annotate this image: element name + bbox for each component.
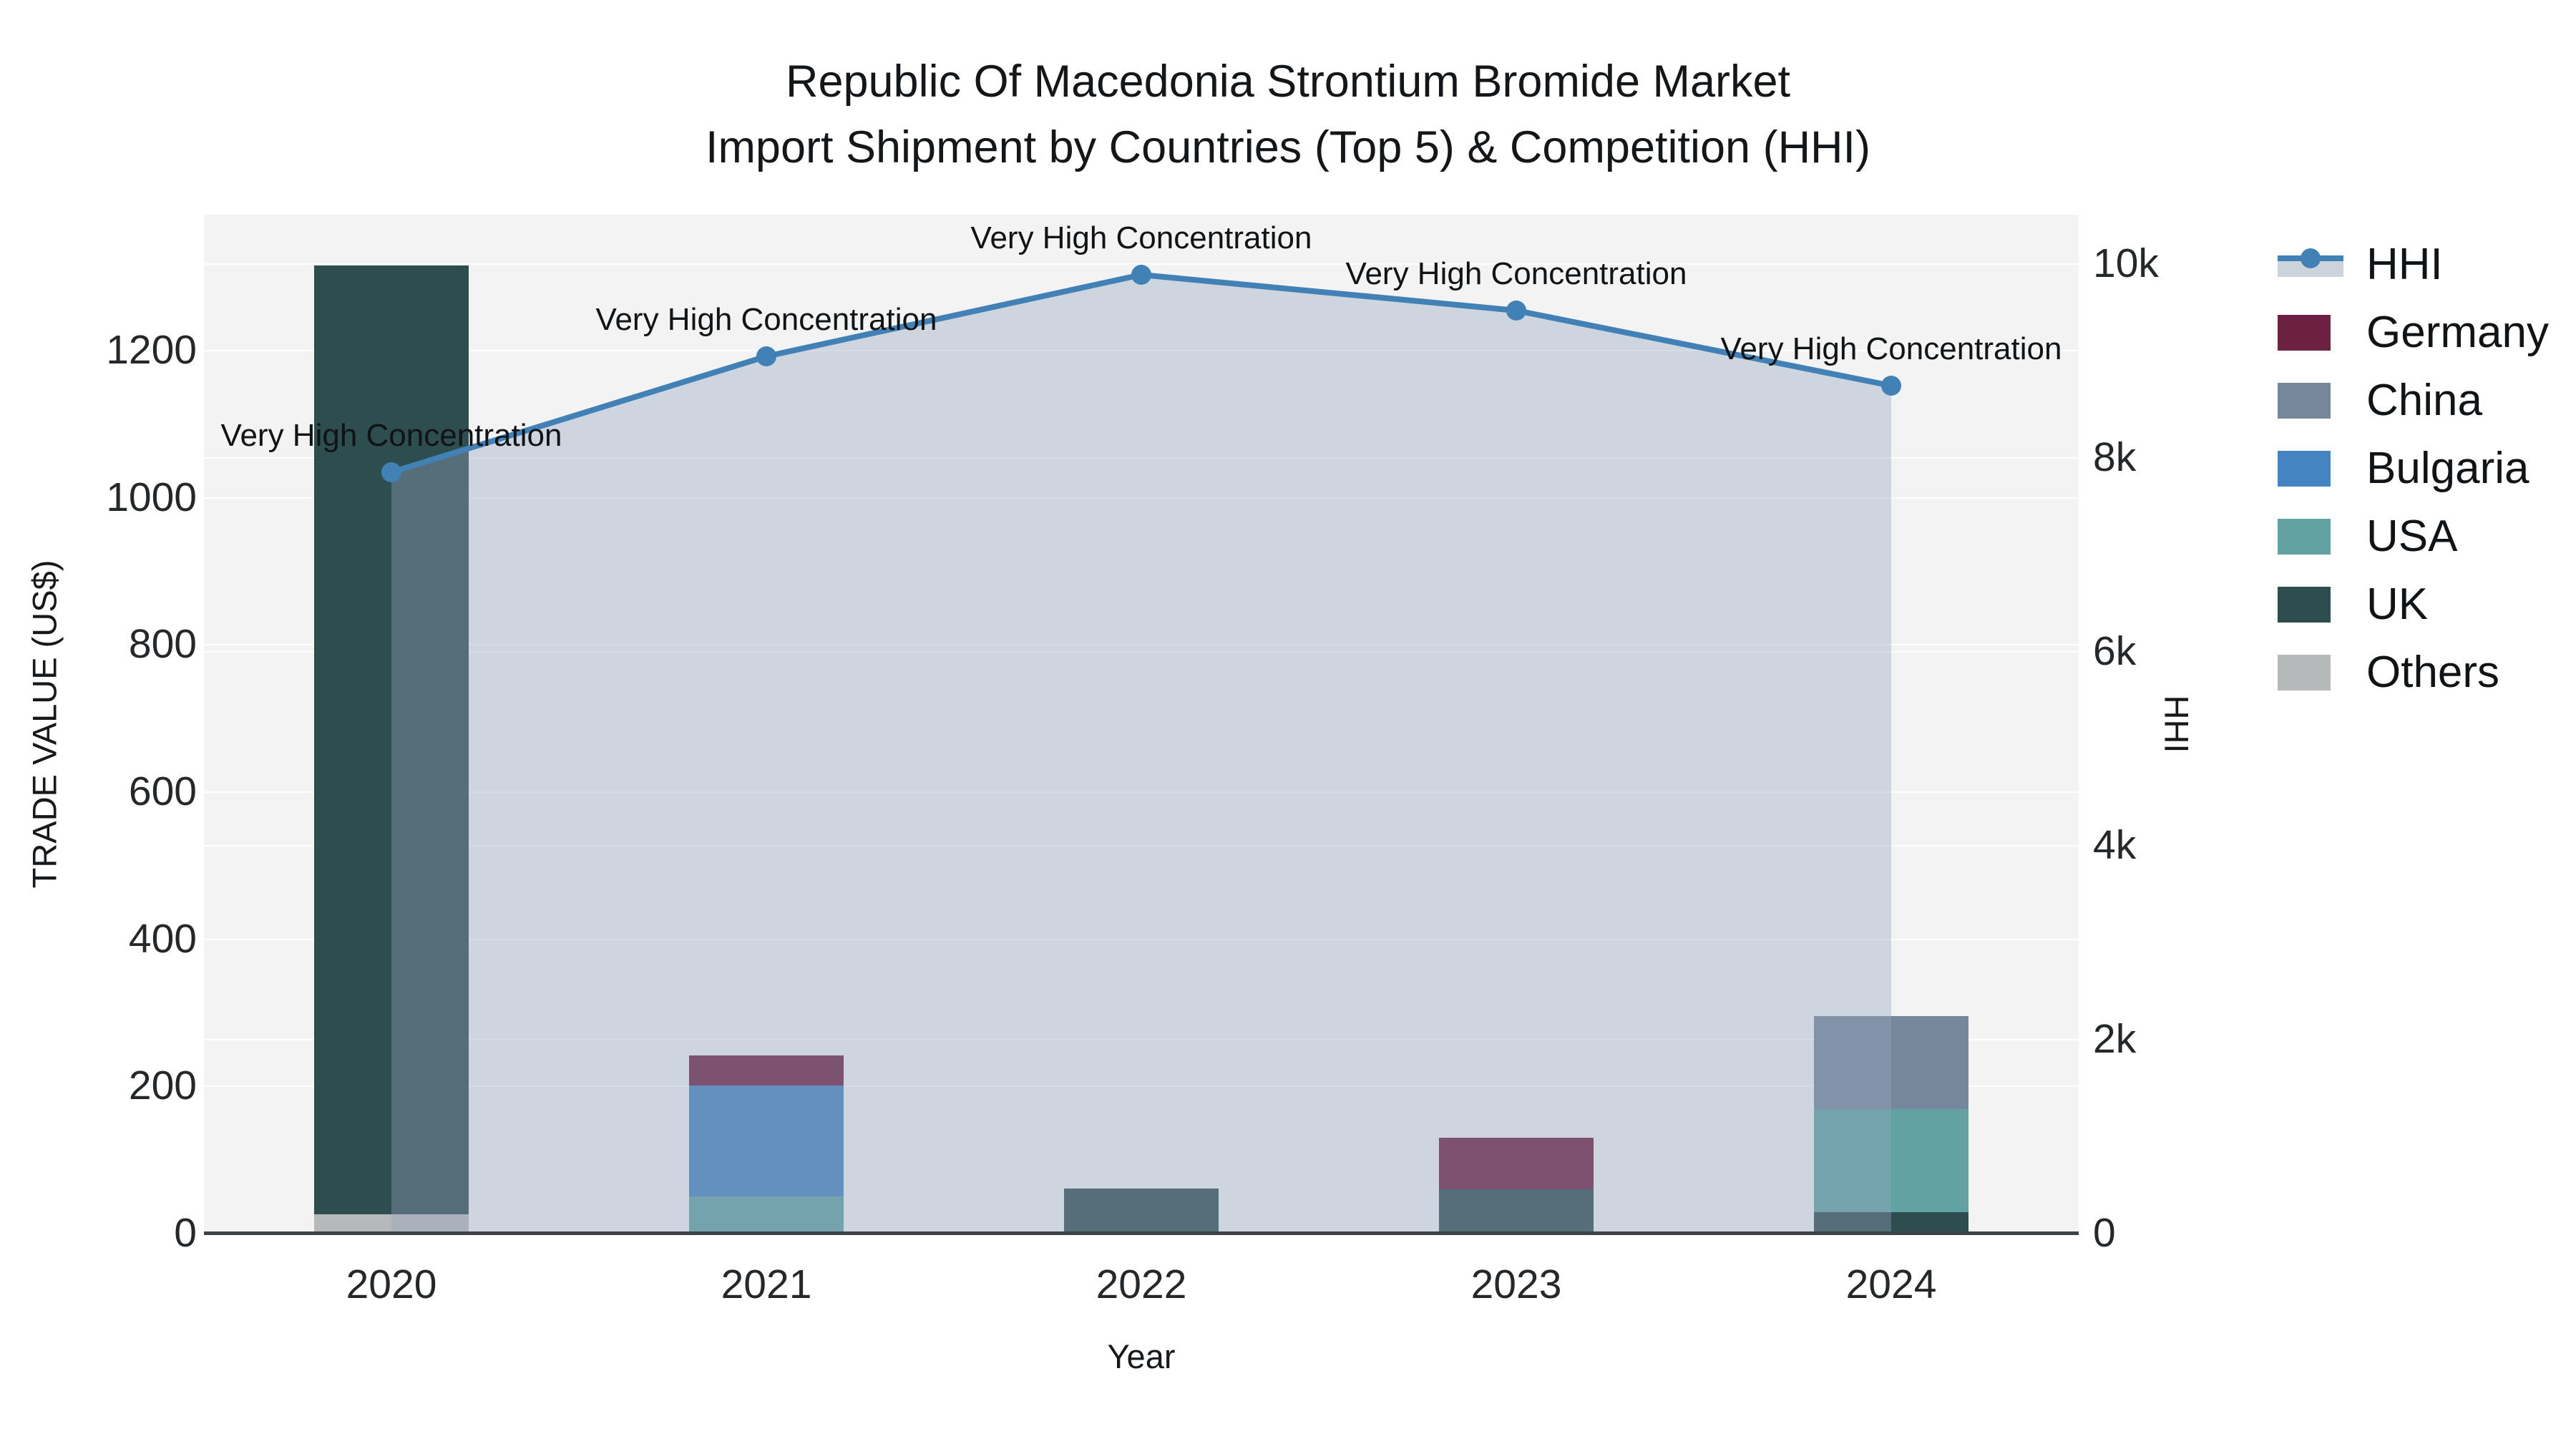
chart-title: Republic Of Macedonia Strontium Bromide … xyxy=(706,49,1870,180)
legend-swatch-china xyxy=(2278,382,2331,419)
chart-title-line1: Republic Of Macedonia Strontium Bromide … xyxy=(785,57,1791,107)
gridline-right-axis xyxy=(204,457,2079,459)
hhi-area-swatch xyxy=(2278,248,2343,277)
bar-segment-uk-2024[interactable] xyxy=(1814,1212,1968,1233)
legend-color-swatch xyxy=(2278,654,2343,691)
y-right-tick-10k: 10k xyxy=(2093,240,2159,286)
legend-color-swatch xyxy=(2278,586,2343,623)
y-left-tick-1200: 1200 xyxy=(106,327,197,374)
legend-label-bulgaria: Bulgaria xyxy=(2366,444,2529,493)
legend-color-swatch xyxy=(2278,382,2343,419)
x-tick-2022: 2022 xyxy=(1096,1262,1187,1307)
y-left-tick-200: 200 xyxy=(128,1063,197,1109)
x-tick-2024: 2024 xyxy=(1845,1262,1937,1307)
gridline-left-axis xyxy=(204,644,2079,646)
hhi-area-fill xyxy=(391,275,1891,1233)
legend-line-sample-icon xyxy=(2278,248,2343,277)
y-right-tick-6k: 6k xyxy=(2093,628,2137,674)
gridline-left-axis xyxy=(204,1085,2079,1088)
gridline-right-axis xyxy=(204,650,2079,653)
legend-item-bulgaria[interactable]: Bulgaria xyxy=(2278,434,2549,502)
bar-segment-usa-2021[interactable] xyxy=(689,1196,844,1233)
legend-item-uk[interactable]: UK xyxy=(2278,570,2549,638)
legend-item-others[interactable]: Others xyxy=(2278,638,2549,706)
x-axis-line xyxy=(204,1231,2079,1235)
y-left-tick-400: 400 xyxy=(128,915,197,962)
legend-swatch-bulgaria xyxy=(2278,450,2331,487)
hhi-marker-swatch-icon xyxy=(2301,248,2321,268)
legend-color-swatch xyxy=(2278,450,2343,487)
y-left-tick-600: 600 xyxy=(128,769,197,815)
bar-segment-uk-2022[interactable] xyxy=(1064,1189,1219,1233)
y-left-tick-800: 800 xyxy=(128,621,197,668)
chart-title-line2: Import Shipment by Countries (Top 5) & C… xyxy=(705,122,1871,172)
legend-swatch-others xyxy=(2278,654,2331,691)
annotation-2023: Very High Concentration xyxy=(1345,256,1687,291)
legend-item-hhi[interactable]: HHI xyxy=(2278,230,2549,298)
bar-segment-uk-2023[interactable] xyxy=(1439,1189,1594,1233)
legend-label-germany: Germany xyxy=(2366,308,2549,357)
gridline-right-axis xyxy=(204,1038,2079,1040)
bar-segment-others-2020[interactable] xyxy=(314,1214,469,1233)
y-axis-right-title: HHI xyxy=(2157,695,2196,753)
x-axis-title: Year xyxy=(1107,1337,1176,1375)
annotation-2022: Very High Concentration xyxy=(970,220,1312,255)
legend-swatch-usa xyxy=(2278,518,2331,555)
bar-segment-china-2024[interactable] xyxy=(1814,1015,1968,1110)
x-tick-2021: 2021 xyxy=(721,1262,812,1307)
y-left-tick-0: 0 xyxy=(174,1210,197,1256)
y-left-tick-1000: 1000 xyxy=(106,474,197,520)
x-tick-2020: 2020 xyxy=(346,1262,437,1307)
legend-label-hhi: HHI xyxy=(2366,240,2443,289)
x-tick-2023: 2023 xyxy=(1470,1262,1562,1307)
legend-item-germany[interactable]: Germany xyxy=(2278,298,2549,366)
hhi-marker-2023[interactable] xyxy=(1506,301,1526,321)
legend-label-china: China xyxy=(2366,376,2482,425)
annotation-2020: Very High Concentration xyxy=(220,418,562,453)
bar-segment-uk-2020[interactable] xyxy=(314,265,469,1215)
bar-segment-bulgaria-2021[interactable] xyxy=(689,1085,844,1196)
bar-segment-germany-2021[interactable] xyxy=(689,1055,844,1086)
gridline-right-axis xyxy=(204,844,2079,847)
legend-swatch-germany xyxy=(2278,314,2331,351)
legend-swatch-uk xyxy=(2278,586,2331,623)
y-right-tick-2k: 2k xyxy=(2093,1015,2137,1062)
y-right-tick-0: 0 xyxy=(2093,1210,2116,1256)
legend-color-swatch xyxy=(2278,314,2343,351)
hhi-marker-2024[interactable] xyxy=(1881,376,1901,396)
gridline-right-axis xyxy=(204,263,2079,265)
gridline-left-axis xyxy=(204,938,2079,940)
bar-segment-germany-2023[interactable] xyxy=(1439,1138,1594,1190)
legend-label-others: Others xyxy=(2366,648,2500,697)
legend-color-swatch xyxy=(2278,518,2343,555)
annotation-2021: Very High Concentration xyxy=(595,302,937,337)
hhi-line-layer xyxy=(381,265,1901,1233)
legend: HHI Germany China Bulgaria USA UK Others xyxy=(2278,230,2549,706)
y-axis-left-title: TRADE VALUE (US$) xyxy=(25,560,64,889)
y-right-tick-4k: 4k xyxy=(2093,821,2137,868)
hhi-marker-2022[interactable] xyxy=(1131,265,1151,285)
gridline-left-axis xyxy=(204,791,2079,794)
gridline-left-axis xyxy=(204,497,2079,499)
y-right-tick-8k: 8k xyxy=(2093,434,2137,480)
legend-label-usa: USA xyxy=(2366,512,2458,561)
annotation-2024: Very High Concentration xyxy=(1720,331,2062,366)
plot-area: Very High Concentration Very High Concent… xyxy=(204,215,2079,1235)
legend-label-uk: UK xyxy=(2366,580,2429,629)
bar-segment-usa-2024[interactable] xyxy=(1814,1109,1968,1213)
legend-item-china[interactable]: China xyxy=(2278,366,2549,434)
legend-item-usa[interactable]: USA xyxy=(2278,502,2549,570)
